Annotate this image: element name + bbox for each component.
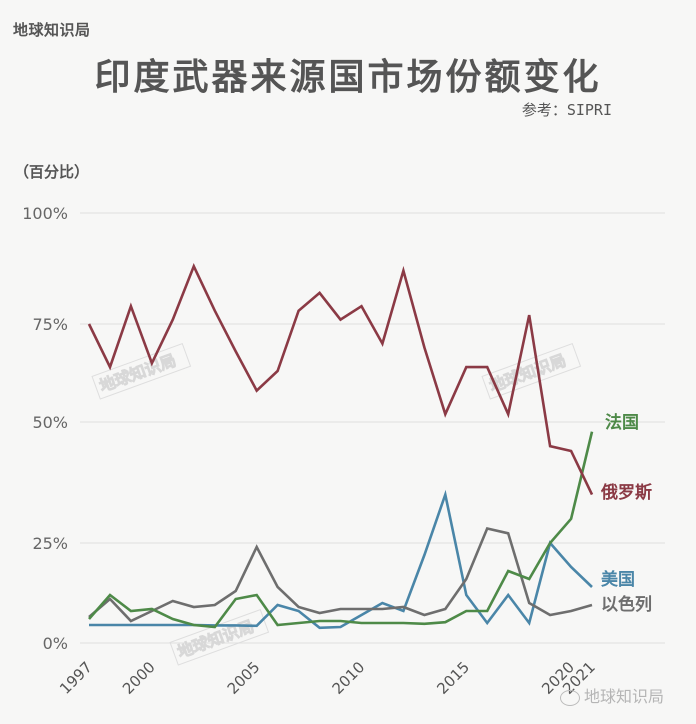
- series-line-russia: [87, 263, 594, 496]
- y-tick-label: 100%: [22, 204, 68, 223]
- x-tick-label: 2015: [433, 658, 473, 698]
- x-tick-label: 2010: [329, 658, 369, 698]
- x-tick-label: 2005: [224, 658, 264, 698]
- y-tick-label: 75%: [32, 315, 68, 334]
- y-tick-label: 25%: [32, 534, 68, 553]
- watermark: 地球知识局: [169, 608, 270, 666]
- svg-text:地球知识局: 地球知识局: [487, 351, 569, 396]
- x-tick-label: 1997: [56, 658, 96, 698]
- logo-text: 地球知识局: [584, 687, 665, 706]
- watermark: 地球知识局: [91, 342, 192, 400]
- svg-text:地球知识局: 地球知识局: [97, 351, 179, 396]
- y-tick-label: 0%: [43, 634, 68, 653]
- brand-label: 地球知识局: [13, 21, 91, 39]
- series-line-usa: [89, 489, 593, 630]
- wechat-icon: [560, 689, 580, 706]
- series-line-france: [88, 431, 594, 629]
- series-line-israel: [88, 526, 593, 623]
- footer-logo: 地球知识局: [560, 683, 664, 707]
- legend-israel: 以色列: [601, 594, 652, 615]
- legend-usa: 美国: [601, 569, 635, 590]
- y-tick-label: 50%: [32, 413, 68, 432]
- legend-france: 法国: [605, 412, 639, 433]
- chart-title: 印度武器来源国市场份额变化: [94, 57, 602, 98]
- y-axis-unit: （百分比）: [14, 163, 90, 181]
- source-note: 参考：SIPRI: [521, 101, 612, 119]
- legend-russia: 俄罗斯: [600, 482, 652, 503]
- x-tick-label: 2000: [119, 658, 159, 698]
